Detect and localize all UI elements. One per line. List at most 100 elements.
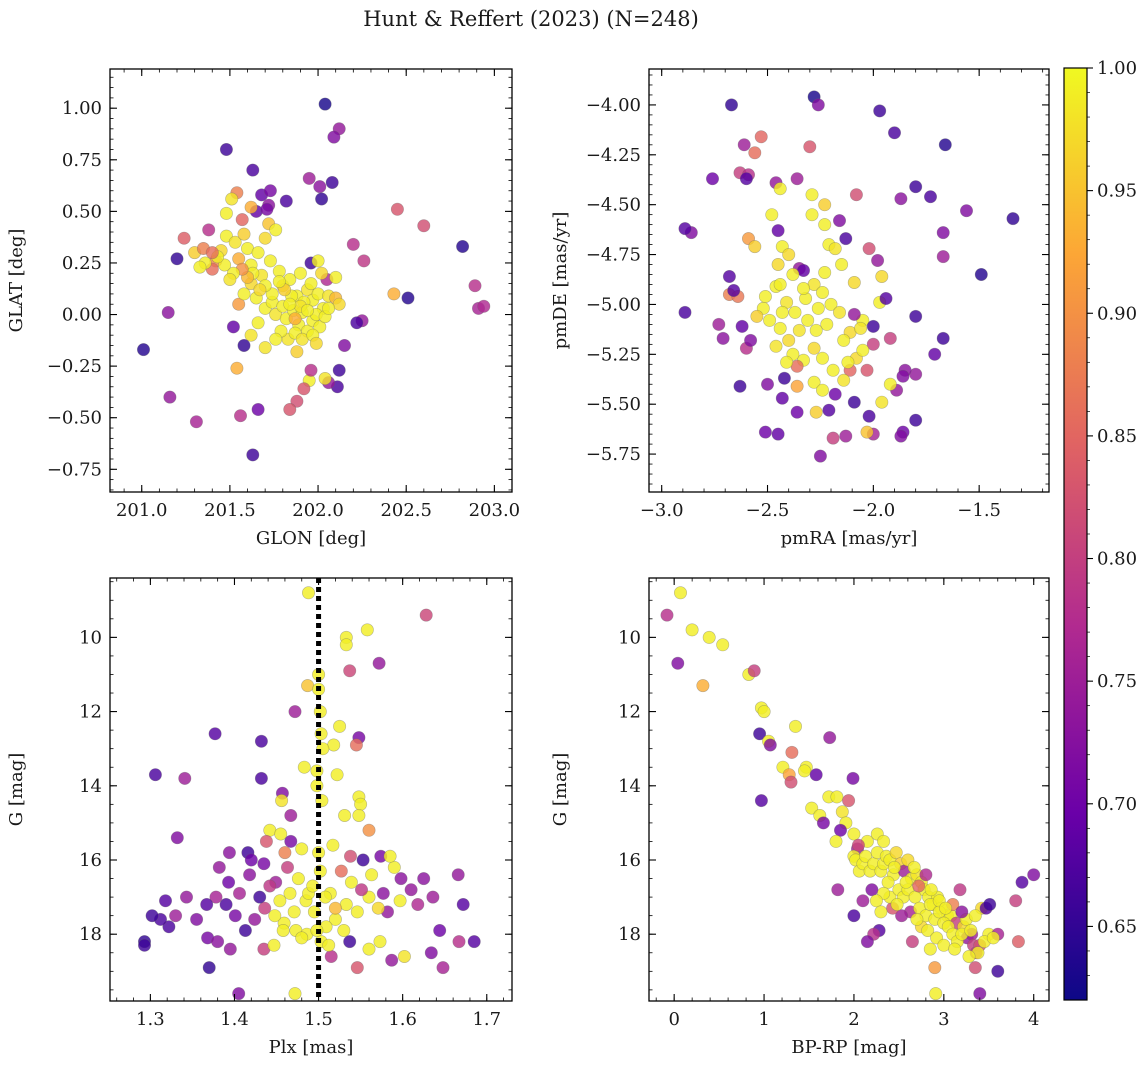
scatter-point — [928, 347, 942, 361]
scatter-point — [145, 909, 159, 923]
scatter-point — [295, 842, 309, 856]
scatter-point — [467, 935, 481, 949]
scatter-point — [248, 912, 262, 926]
scatter-point — [696, 679, 710, 693]
scatter-point — [253, 283, 267, 297]
scatter-point — [757, 705, 771, 719]
scatter-point — [350, 905, 364, 919]
x-tick-label: 201.5 — [204, 500, 256, 521]
scatter-point — [397, 949, 411, 963]
scatter-point — [288, 987, 302, 1001]
scatter-point — [376, 886, 390, 900]
axes-frame — [648, 68, 1050, 493]
figure-title: Hunt & Reffert (2023) (N=248) — [363, 7, 699, 31]
scatter-point — [327, 738, 341, 752]
scatter-point — [365, 868, 379, 882]
x-tick-label: 1.5 — [304, 1009, 333, 1030]
scatter-point — [856, 343, 870, 357]
axes-frame — [109, 68, 513, 493]
colorbar-tick-label: 0.95 — [1097, 181, 1137, 202]
scatter-point — [338, 808, 352, 822]
scatter-point — [792, 323, 806, 337]
y-tick-label: −0.50 — [47, 408, 102, 429]
scatter-point — [924, 883, 938, 897]
scatter-point — [822, 403, 836, 417]
scatter-point — [678, 222, 692, 236]
x-tick-label: 0 — [668, 1009, 679, 1030]
scatter-point — [222, 875, 236, 889]
colorbar-tick-label: 0.70 — [1097, 794, 1137, 815]
scatter-point — [673, 586, 687, 600]
scatter-point — [193, 260, 207, 274]
scatter-point — [258, 231, 272, 245]
scatter-point — [373, 935, 387, 949]
scatter-point — [796, 281, 810, 295]
scatter-point — [251, 246, 265, 260]
scatter-point — [326, 838, 340, 852]
scatter-point — [908, 890, 922, 904]
scatter-point — [327, 130, 341, 144]
scatter-point — [334, 864, 348, 878]
scatter-point — [921, 923, 935, 937]
scatter-point — [263, 184, 277, 198]
scatter-point — [163, 390, 177, 404]
scatter-point — [890, 897, 904, 911]
scatter-point — [263, 879, 277, 893]
scatter-point — [839, 232, 853, 246]
scatter-point — [727, 283, 741, 297]
scatter-point — [873, 104, 887, 118]
scatter-point — [349, 738, 363, 752]
scatter-point — [339, 897, 353, 911]
scatter-point — [354, 797, 368, 811]
scatter-point — [394, 872, 408, 886]
scatter-point — [313, 320, 327, 334]
scatter-point — [773, 182, 787, 196]
scatter-point — [716, 331, 730, 345]
scatter-point — [251, 402, 265, 416]
scatter-point — [159, 894, 173, 908]
scatter-point — [747, 664, 761, 678]
scatter-point — [417, 872, 431, 886]
scatter-point — [991, 964, 1005, 978]
scatter-point — [246, 163, 260, 177]
scatter-point — [889, 846, 903, 860]
scatter-point — [452, 935, 466, 949]
scatter-point — [894, 429, 908, 443]
scatter-point — [385, 953, 399, 967]
x-tick-label: 202.5 — [380, 500, 432, 521]
x-tick-label: −2.0 — [851, 500, 895, 521]
scatter-point — [936, 250, 950, 264]
colorbar-tick-label: 0.85 — [1097, 426, 1137, 447]
y-tick-label: 16 — [79, 850, 102, 871]
scatter-point — [477, 299, 491, 313]
scatter-point — [851, 838, 865, 852]
scatter-point — [309, 336, 323, 350]
scatter-point — [983, 897, 997, 911]
scatter-point — [811, 301, 825, 315]
scatter-point — [780, 355, 794, 369]
scatter-point — [833, 823, 847, 837]
scatter-point — [333, 719, 347, 733]
scatter-point — [278, 846, 292, 860]
scatter-point — [716, 638, 730, 652]
scatter-point — [862, 242, 876, 256]
scatter-point — [283, 297, 297, 311]
scatter-point — [280, 860, 294, 874]
scatter-point — [222, 846, 236, 860]
scatter-point — [815, 383, 829, 397]
scatter-point — [923, 190, 937, 204]
scatter-point — [350, 316, 364, 330]
scatter-point — [208, 727, 222, 741]
scatter-point — [234, 409, 248, 423]
y-tick-label: 18 — [618, 924, 641, 945]
scatter-point — [782, 333, 796, 347]
scatter-point — [923, 942, 937, 956]
scatter-point — [842, 794, 856, 808]
y-tick-label: −5.50 — [586, 394, 641, 415]
scatter-point — [315, 192, 329, 206]
scatter-point — [860, 935, 874, 949]
scatter-point — [788, 305, 802, 319]
scatter-point — [302, 171, 316, 185]
scatter-point — [324, 949, 338, 963]
scatter-point — [318, 97, 332, 111]
